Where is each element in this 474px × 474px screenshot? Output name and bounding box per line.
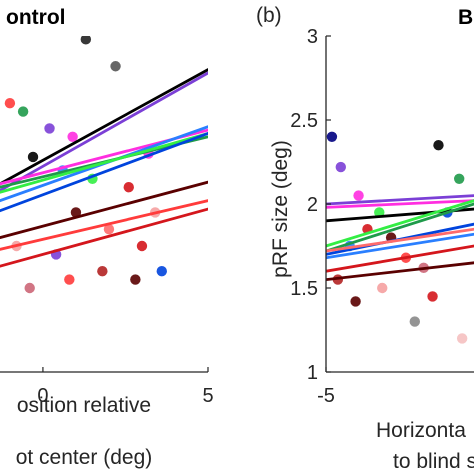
panel-b-plot-area <box>326 131 474 344</box>
panel-b-x-tick-label-0: -5 <box>317 385 335 407</box>
panel-b-y-tick-label-4: 3 <box>307 26 318 48</box>
panel-a-point-16 <box>97 266 108 277</box>
panel-a-point-9 <box>123 182 134 193</box>
panel-a-point-12 <box>103 224 115 235</box>
panel-a-xlabel-line-2: ot center (deg) <box>16 446 153 469</box>
panel-a-fit-line-5 <box>0 132 208 194</box>
panel-b-fit-line-1 <box>326 199 474 209</box>
panel-b-letter: (b) <box>256 4 282 27</box>
panel-b-point-2 <box>353 190 364 201</box>
panel-b-fit-line-5 <box>326 232 474 260</box>
panel-b-axes: -51 1.5 2 2.5 3 <box>290 26 474 407</box>
panel-a-fit-line-6 <box>0 132 208 213</box>
panel-a-point-5 <box>4 98 16 109</box>
panel-a-point-3 <box>67 131 78 142</box>
panel-b-fit-line-8 <box>326 244 474 273</box>
panel-a-point-4 <box>17 106 29 117</box>
panel-b-point-16 <box>350 296 361 307</box>
panel-a-xlabel-line-1: osition relative <box>17 394 151 417</box>
panel-b-y-tick-label-3: 2.5 <box>290 110 318 132</box>
panel-b-point-12 <box>456 333 468 344</box>
panel-a-fit-line-1 <box>0 71 208 192</box>
panel-a-fit-line-7 <box>0 180 208 240</box>
panel-a-point-2 <box>44 123 55 134</box>
panel-a-plot-area <box>0 36 208 294</box>
panel-b-point-0 <box>326 131 338 142</box>
panel-b: (b) B -51 1.5 2 2.5 3 pRF size (deg) Horizon… <box>256 4 474 473</box>
panel-b-y-tick-label-2: 2 <box>307 194 318 216</box>
panel-a-point-17 <box>64 274 75 285</box>
panel-a-fit-line-8 <box>0 199 208 251</box>
panel-b-fit-line-4 <box>326 199 474 248</box>
panel-b-point-14 <box>454 173 465 184</box>
panel-a-point-19 <box>24 282 35 294</box>
panel-b-point-13 <box>433 140 444 151</box>
panel-a-point-6 <box>27 151 39 163</box>
panel-b-y-tick-label-0: 1 <box>307 362 318 384</box>
panel-b-xlabel-line-1: Horizonta <box>376 419 466 442</box>
panel-a-point-11 <box>70 207 82 218</box>
panel-b-fit-line-0 <box>326 194 474 206</box>
panel-b-point-10 <box>377 282 388 294</box>
panel-b-fit-line-9 <box>326 261 474 282</box>
panel-b-point-17 <box>427 291 438 302</box>
panel-b-fit-line-7 <box>326 227 474 253</box>
panel-a-point-18 <box>130 274 141 285</box>
panel-a-point-20 <box>156 266 167 277</box>
panel-a-fit-line-0 <box>0 68 208 186</box>
panel-a-point-0 <box>80 36 92 45</box>
panel-a-title: ontrol <box>6 6 65 29</box>
panel-b-point-11 <box>409 316 420 327</box>
panel-b-title: B <box>458 6 473 29</box>
panel-a-x-tick-label-1: 5 <box>202 385 213 407</box>
panel-a-x-tick-label-0: 0 <box>37 385 48 407</box>
panel-a-point-13 <box>136 240 148 252</box>
panel-b-point-1 <box>335 161 346 173</box>
panel-b-fit-line-3 <box>326 202 474 253</box>
panel-b-y-tick-label-1: 1.5 <box>290 278 318 300</box>
panel-b-xlabel-line-2: to blind s <box>393 450 474 473</box>
panel-a-point-1 <box>110 61 121 72</box>
panel-b-ylabel: pRF size (deg) <box>269 140 292 278</box>
panel-a-fit-line-9 <box>0 207 208 268</box>
